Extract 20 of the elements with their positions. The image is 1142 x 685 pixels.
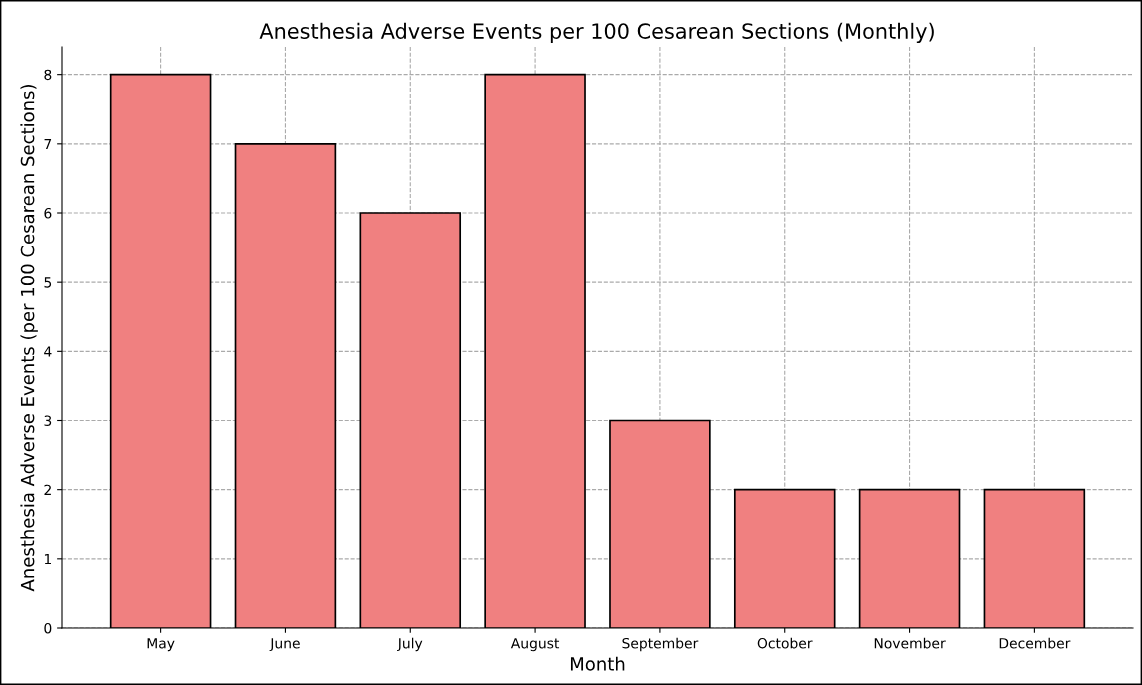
x-tick-label: May bbox=[147, 638, 175, 652]
y-tick-label: 6 bbox=[44, 207, 52, 219]
y-axis-title: Anesthesia Adverse Events (per 100 Cesarean Sections) bbox=[20, 85, 38, 592]
x-tick-label: July bbox=[397, 637, 423, 652]
x-axis-title: Month bbox=[570, 656, 625, 671]
y-tick-label: 8 bbox=[44, 69, 52, 81]
x-tick-label: September bbox=[622, 637, 699, 652]
y-tick-label: 3 bbox=[44, 415, 52, 426]
x-tick-label: November bbox=[874, 637, 946, 649]
x-tick-label: December bbox=[999, 637, 1071, 649]
x-tick-label: August bbox=[510, 638, 560, 652]
chart-title: Anesthesia Adverse Events per 100 Cesarean Sections (Monthly) bbox=[259, 22, 934, 43]
x-tick-label: October bbox=[757, 637, 813, 649]
y-tick-label: 0 bbox=[44, 622, 52, 634]
y-tick-label: 5 bbox=[44, 277, 52, 288]
y-tick-label: 4 bbox=[44, 346, 52, 357]
x-tick-label: June bbox=[269, 638, 300, 652]
y-tick-label: 7 bbox=[44, 138, 52, 150]
y-tick-label: 2 bbox=[44, 484, 51, 495]
y-tick-label: 1 bbox=[44, 553, 51, 565]
